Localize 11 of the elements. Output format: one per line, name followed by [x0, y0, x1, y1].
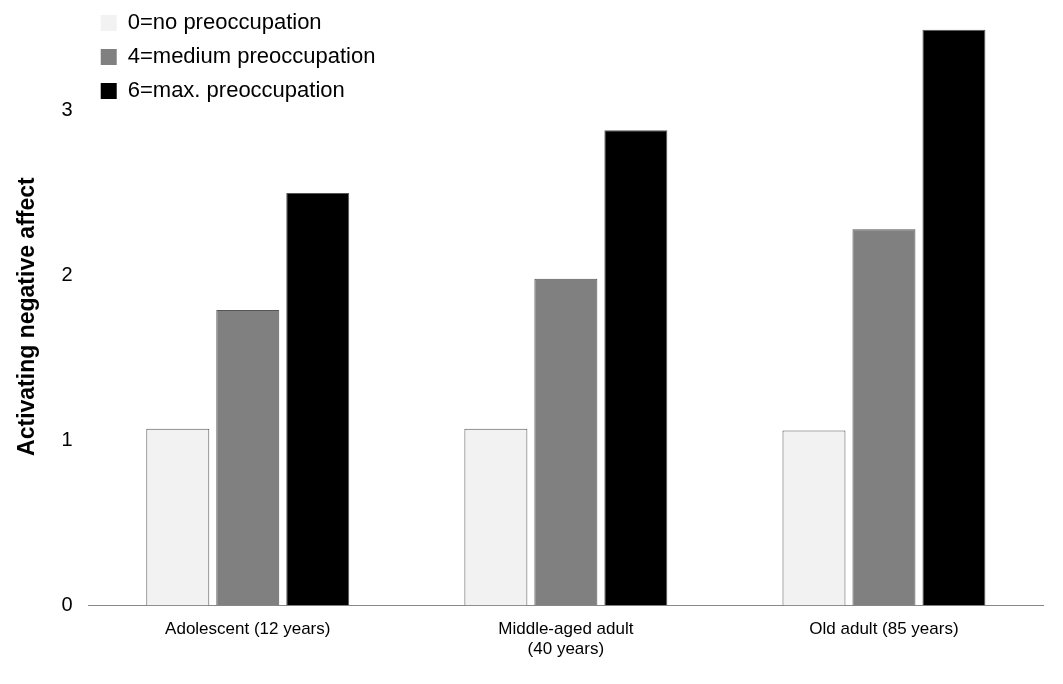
legend-label: 6=max. preoccupation: [127, 77, 345, 103]
x-tick-label: Middle-aged adult (40 years): [498, 619, 634, 659]
y-tick-label: 3: [61, 97, 73, 120]
y-axis-title: Activating negative affect: [13, 176, 40, 456]
legend-label: 4=medium preoccupation: [127, 43, 376, 69]
y-tick-label: 1: [61, 427, 73, 450]
x-tick-label: Old adult (85 years): [809, 619, 959, 639]
y-tick-label: 0: [61, 592, 73, 615]
y-tick-label: 2: [61, 262, 73, 285]
legend-label: 0=no preoccupation: [127, 9, 322, 35]
x-tick-label: Adolescent (12 years): [165, 619, 331, 639]
